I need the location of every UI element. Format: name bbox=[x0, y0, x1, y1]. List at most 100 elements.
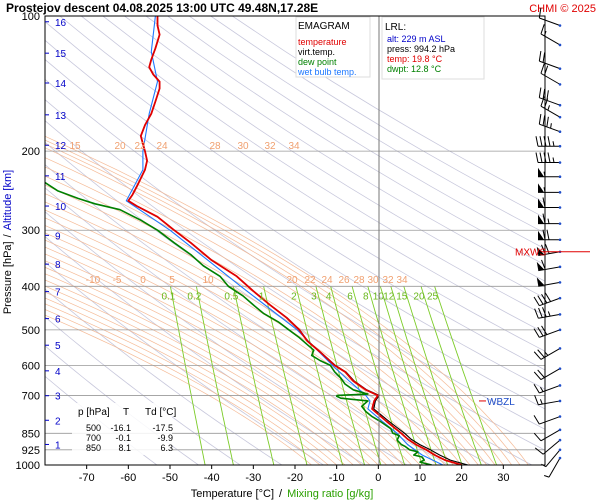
mixing-ratio-label: 3 bbox=[311, 291, 317, 302]
lrl-line: alt: 229 m ASL bbox=[387, 34, 446, 44]
wind-barb-pennant bbox=[538, 167, 544, 177]
wind-barb-feather bbox=[543, 136, 547, 147]
wind-barb-station-dot bbox=[558, 399, 562, 403]
x-axis-title: Temperature [°C] / Mixing ratio [g/kg] bbox=[191, 488, 374, 500]
altitude-tick-label: 6 bbox=[55, 315, 61, 326]
wind-barb-station-dot bbox=[558, 384, 562, 387]
wind-barb bbox=[541, 448, 562, 468]
adiabat-label: 30 bbox=[367, 275, 379, 286]
wind-barb bbox=[533, 428, 562, 442]
wind-barb-feather bbox=[540, 96, 545, 107]
sounding-table: p [hPa] T Td [°C] 500 -16.1 -17.5 700 -0.1 -9.9 8… bbox=[72, 403, 176, 455]
wind-barb bbox=[533, 415, 562, 425]
altitude-tick-label: 5 bbox=[55, 341, 61, 352]
wind-barb bbox=[538, 213, 562, 225]
dry-adiabat bbox=[45, 59, 545, 390]
mixing-ratio-label: 0.2 bbox=[187, 291, 201, 302]
pressure-tick-label: 700 bbox=[22, 390, 40, 402]
wind-barb bbox=[533, 367, 562, 381]
wind-barb-feather bbox=[537, 369, 545, 378]
table-cell: 500 bbox=[86, 423, 101, 433]
wind-barb-station-dot bbox=[558, 328, 562, 332]
wind-barb bbox=[540, 96, 562, 119]
altitude-tick-label: 1 bbox=[55, 440, 61, 451]
wind-barb-station-dot bbox=[558, 265, 562, 269]
pressure-tick-label: 1000 bbox=[16, 460, 40, 472]
wind-barb bbox=[538, 50, 562, 70]
wind-barb-staff bbox=[548, 457, 561, 478]
series-dew-point bbox=[45, 181, 432, 465]
adiabat-label: 24 bbox=[321, 275, 333, 286]
wind-barb-station-dot bbox=[558, 43, 562, 47]
wind-barb bbox=[538, 229, 562, 242]
adiabat-label: 34 bbox=[396, 275, 408, 286]
wind-barb-staff bbox=[542, 439, 561, 455]
wind-barb-half-feather bbox=[541, 463, 547, 468]
wind-barb-station-dot bbox=[558, 281, 562, 284]
wind-barb-station-dot bbox=[558, 191, 562, 194]
pressure-tick-label: 500 bbox=[22, 325, 40, 337]
altitude-tick-label: 11 bbox=[55, 172, 66, 183]
wind-barb-feather bbox=[541, 244, 546, 255]
wind-barb bbox=[535, 152, 562, 164]
wind-barb-staff bbox=[539, 416, 561, 425]
wind-barb-half-feather bbox=[543, 30, 547, 37]
legend-item: dew point bbox=[298, 57, 337, 67]
wind-barb bbox=[535, 136, 562, 148]
x-axis-label-mixing: Mixing ratio [g/kg] bbox=[287, 488, 373, 500]
adiabat-label: 30 bbox=[237, 141, 249, 152]
wind-barb-feather bbox=[543, 152, 547, 163]
wind-barb-feather bbox=[538, 50, 542, 62]
wind-barb-station-dot bbox=[558, 67, 562, 70]
y-axis-label: Pressure [hPa] bbox=[2, 241, 14, 314]
adiabat-label: 22 bbox=[134, 141, 146, 152]
pressure-tick-label: 600 bbox=[22, 360, 40, 372]
y-axis-label-altitude: Altitude [km] bbox=[2, 170, 14, 231]
altitude-tick-label: 12 bbox=[55, 141, 67, 152]
temperature-tick-label: -30 bbox=[245, 472, 261, 484]
wind-barb bbox=[538, 183, 562, 194]
adiabat-label: 32 bbox=[264, 141, 276, 152]
wind-barb-station-dot bbox=[558, 222, 562, 225]
wind-barb-half-feather bbox=[540, 386, 544, 392]
level-markers: MXWS WBZL bbox=[479, 248, 590, 408]
mixing-ratio-label: 4 bbox=[326, 291, 332, 302]
wind-barb-feather bbox=[541, 325, 548, 335]
wind-barb-station-dot bbox=[558, 415, 562, 418]
altitude-tick-label: 13 bbox=[55, 111, 67, 122]
wind-barb bbox=[536, 259, 562, 272]
pressure-tick-label: 850 bbox=[22, 428, 40, 440]
wind-barb-feather bbox=[546, 229, 550, 240]
adiabat-label: 20 bbox=[114, 141, 126, 152]
wind-barb-feather bbox=[533, 371, 542, 380]
wind-barb-half-feather bbox=[543, 187, 546, 193]
pressure-tick-label: 300 bbox=[22, 225, 40, 237]
dry-adiabat bbox=[59, 16, 545, 334]
wind-barb-pennant bbox=[538, 230, 544, 240]
wind-barb-station-dot bbox=[558, 313, 562, 316]
wind-barb-station-dot bbox=[558, 130, 562, 133]
wind-barb-station-dot bbox=[558, 161, 562, 164]
wind-barb-feather bbox=[538, 87, 542, 98]
altitude-tick-label: 16 bbox=[55, 18, 67, 29]
adiabat-label: 0 bbox=[140, 275, 146, 286]
wind-barb-half-feather bbox=[550, 123, 552, 129]
wind-barb bbox=[533, 383, 562, 394]
wind-barb-station-dot bbox=[558, 347, 562, 350]
y-axis-title: Pressure [hPa] / Altitude [km] bbox=[2, 170, 14, 314]
altitude-tick-label: 4 bbox=[55, 367, 61, 378]
x-axis-separator: / bbox=[279, 488, 283, 500]
wind-barb-half-feather bbox=[552, 141, 555, 147]
wind-barb-feather bbox=[534, 308, 539, 319]
adiabat-label: -10 bbox=[86, 275, 101, 286]
altitude-tick-label: 10 bbox=[55, 202, 67, 213]
wind-barb bbox=[538, 7, 562, 27]
altitude-tick-label: 8 bbox=[55, 260, 61, 271]
plot-background bbox=[45, 16, 545, 465]
temperature-tick-label: -20 bbox=[287, 472, 303, 484]
wind-barb-staff bbox=[539, 17, 561, 26]
mixing-ratio-label: 2 bbox=[291, 291, 297, 302]
y-axis-separator: / bbox=[2, 233, 14, 237]
